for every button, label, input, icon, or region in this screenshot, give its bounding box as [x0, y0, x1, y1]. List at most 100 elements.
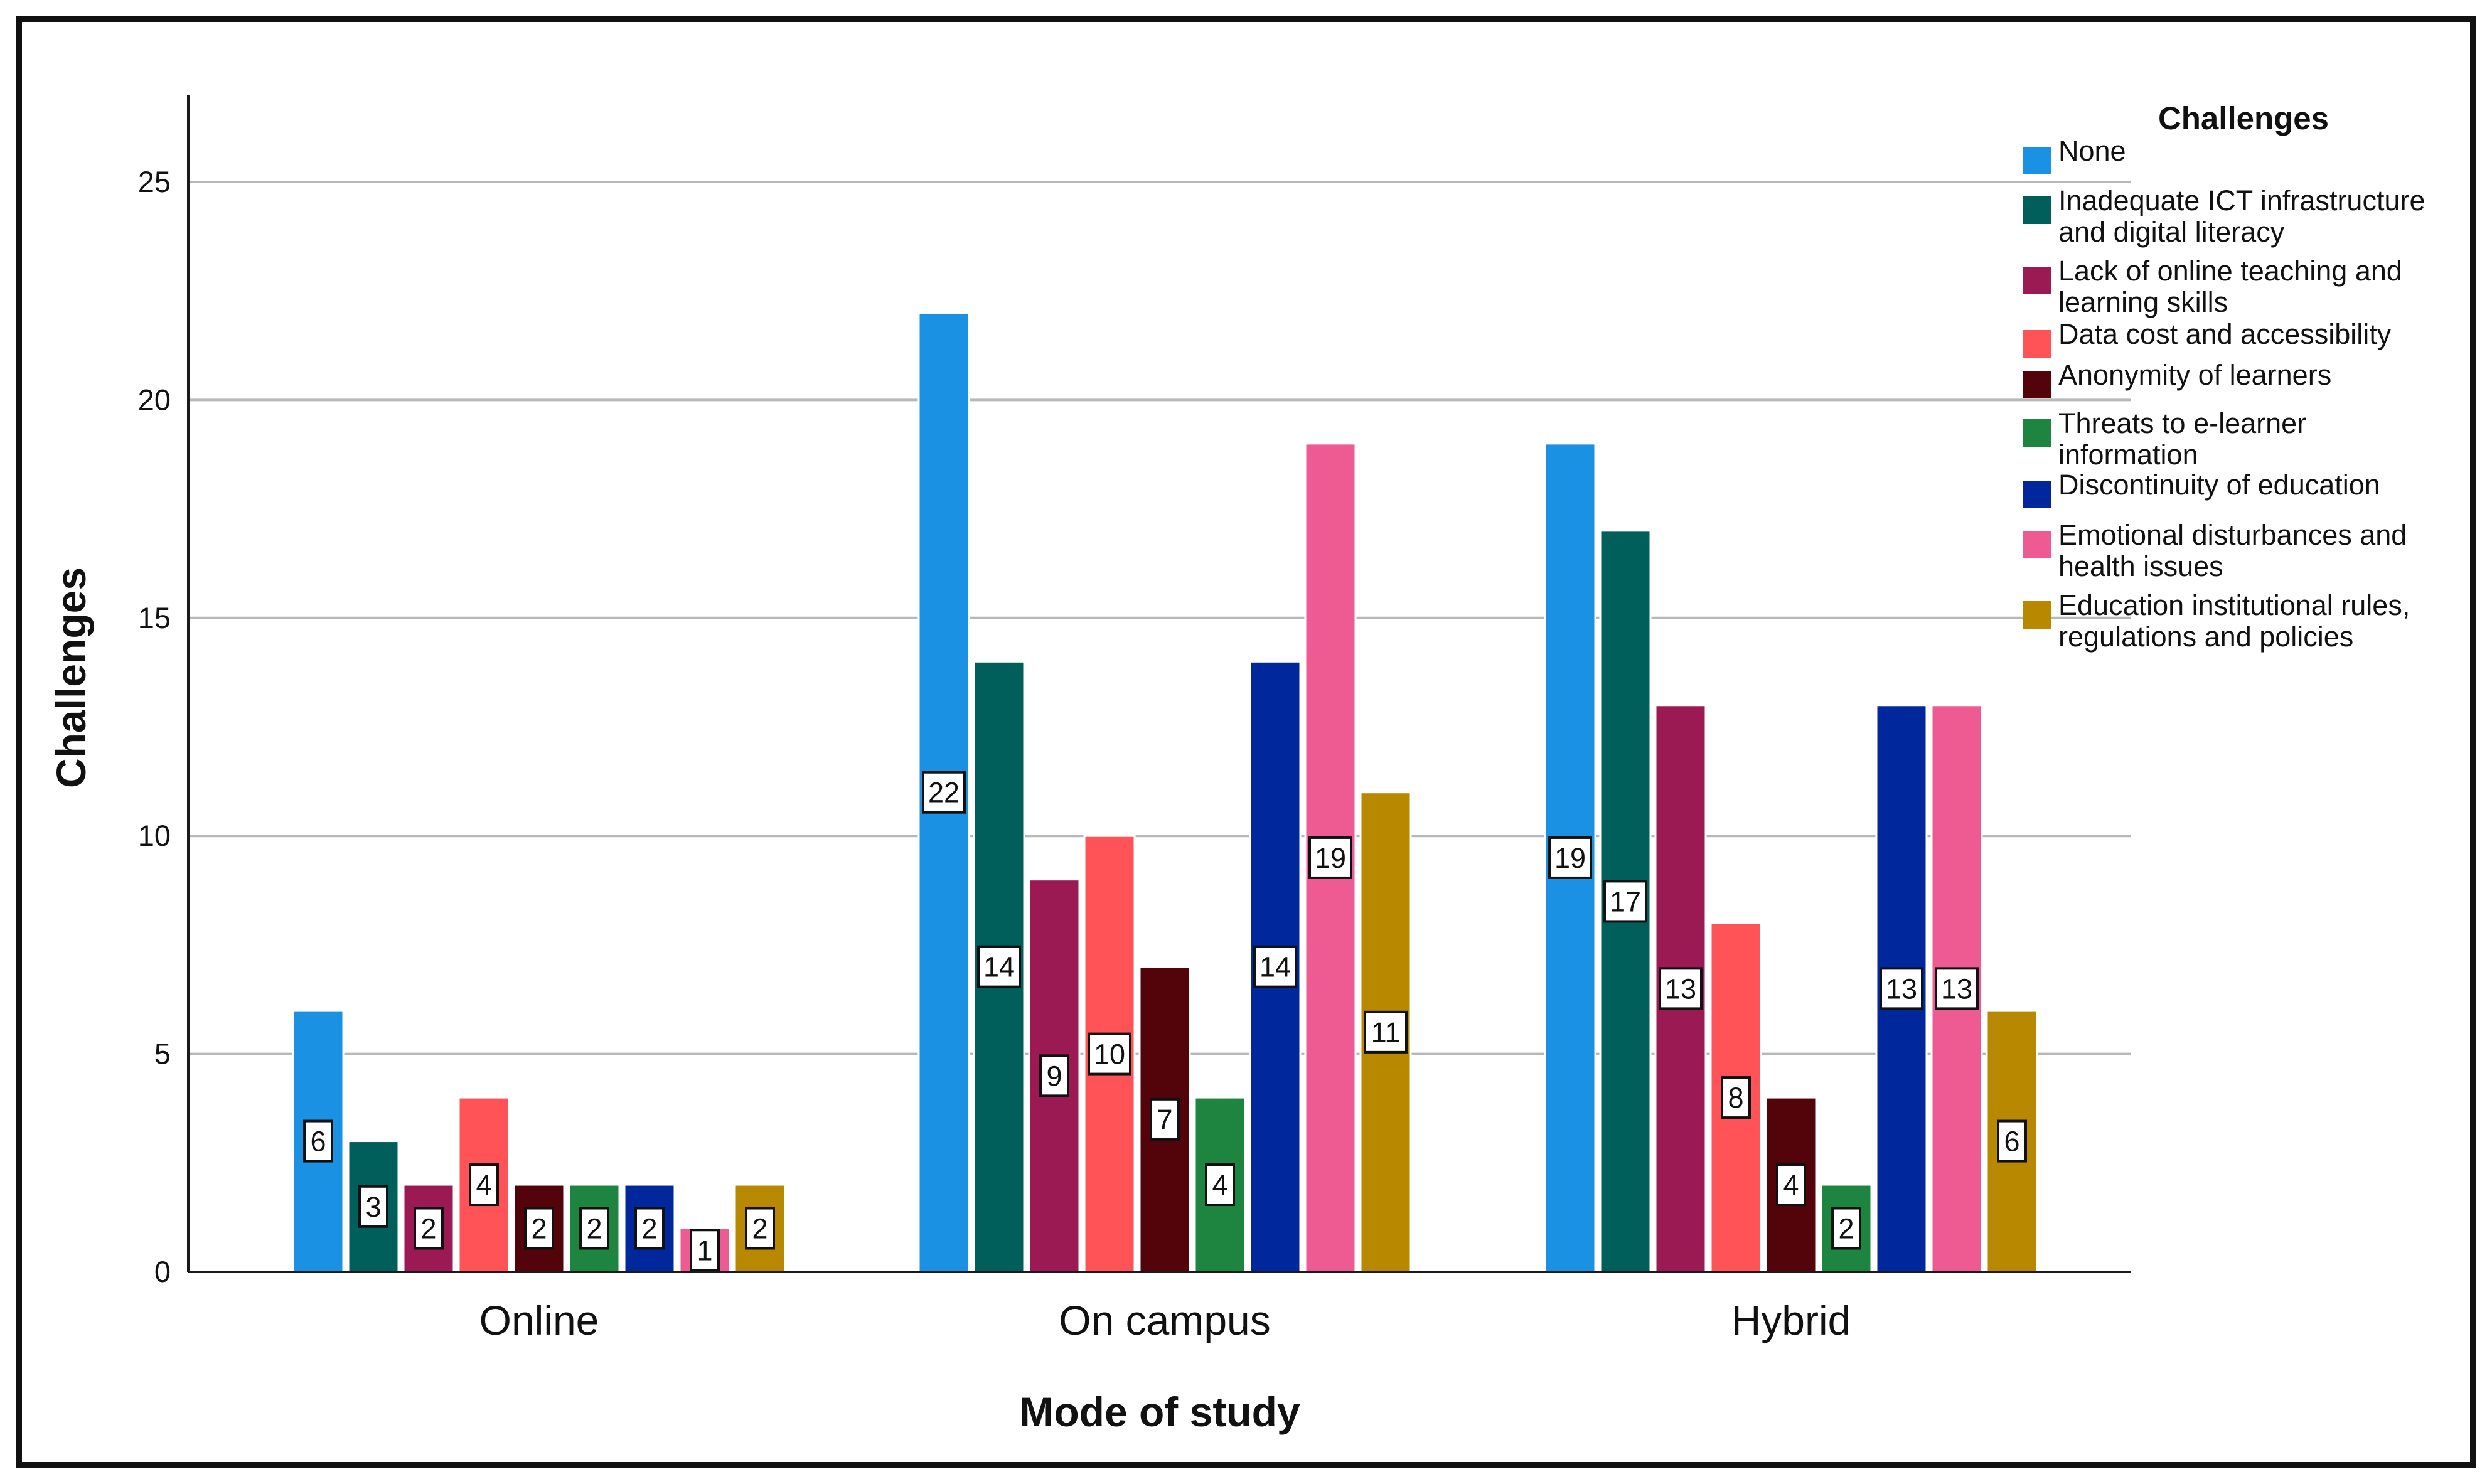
data-label-online-threats-to-e-learner-information: 2	[579, 1207, 609, 1250]
legend-title: Challenges	[2158, 100, 2329, 136]
data-label-value: 4	[1212, 1169, 1227, 1201]
data-label-hybrid-discontinuity-of-education: 13	[1880, 967, 1923, 1010]
legend-swatch	[2023, 147, 2051, 174]
data-label-on-campus-data-cost-and-accessibility: 10	[1088, 1032, 1131, 1076]
y-tick-label: 0	[154, 1255, 171, 1288]
legend-item-anonymity-of-learners: Anonymity of learners	[2023, 359, 2331, 398]
data-label-box	[1603, 880, 1647, 923]
data-label-value: 13	[1665, 973, 1696, 1005]
data-label-hybrid-none: 19	[1548, 836, 1592, 879]
data-label-online-education-institutional-rules-regulations-and-policies: 2	[745, 1207, 775, 1250]
data-label-hybrid-threats-to-e-learner-information: 2	[1831, 1207, 1861, 1250]
data-label-box	[1935, 967, 1979, 1010]
data-label-box	[524, 1207, 554, 1250]
data-label-value: 10	[1094, 1038, 1125, 1070]
legend-label-line: Emotional disturbances and	[2058, 519, 2407, 551]
data-label-value: 13	[1941, 973, 1972, 1005]
legend-item-none: None	[2023, 135, 2126, 174]
legend-swatch	[2023, 196, 2051, 224]
legend-item-education-institutional-rules-regulations-and-policies: Education institutional rules,regulation…	[2023, 589, 2410, 653]
legend-label-line: health issues	[2058, 550, 2223, 582]
axis-layer: 0 5 10 15 20 25 Online On campus Hybrid	[138, 95, 2131, 1343]
data-label-box	[1253, 945, 1297, 988]
y-tick-label: 25	[138, 165, 171, 198]
data-label-box	[414, 1207, 444, 1250]
legend-label-line: learning skills	[2058, 286, 2228, 318]
x-category-label-on-campus: On campus	[1059, 1297, 1270, 1343]
y-tick-label: 15	[138, 601, 171, 634]
x-category-label-hybrid: Hybrid	[1731, 1297, 1851, 1343]
data-label-box	[1997, 1119, 2027, 1163]
data-label-hybrid-anonymity-of-learners: 4	[1776, 1163, 1806, 1207]
data-label-online-inadequate-ict-infrastructure-and-digital-literacy: 3	[358, 1185, 388, 1228]
legend-swatch	[2023, 419, 2051, 447]
legend-swatch	[2023, 481, 2051, 508]
data-label-box	[690, 1229, 720, 1272]
data-label-box	[1364, 1010, 1408, 1054]
data-label-box	[1088, 1032, 1131, 1076]
data-label-value: 11	[1371, 1017, 1401, 1049]
x-category-label-online: Online	[479, 1297, 599, 1343]
data-label-box	[1548, 836, 1592, 879]
data-label-box	[977, 945, 1021, 988]
legend-swatch	[2023, 330, 2051, 358]
data-label-box	[922, 771, 966, 814]
data-label-box	[1776, 1163, 1806, 1207]
data-label-value: 4	[476, 1169, 491, 1201]
legend-label-line: Discontinuity of education	[2058, 469, 2380, 501]
data-label-box	[634, 1207, 665, 1250]
data-label-box	[358, 1185, 388, 1228]
data-label-box	[469, 1163, 499, 1207]
legend-swatch	[2023, 601, 2051, 629]
data-label-box	[1039, 1054, 1069, 1097]
data-label-value: 2	[752, 1213, 767, 1245]
legend-label-line: information	[2058, 439, 2198, 471]
data-label-online-anonymity-of-learners: 2	[524, 1207, 554, 1250]
data-label-box	[1205, 1163, 1235, 1207]
legend-label-line: Threats to e-learner	[2058, 407, 2306, 439]
data-label-hybrid-data-cost-and-accessibility: 8	[1721, 1076, 1751, 1119]
data-label-box	[1880, 967, 1923, 1010]
data-label-hybrid-lack-of-online-teaching-and-learning-skills: 13	[1659, 967, 1703, 1010]
legend-swatch	[2023, 267, 2051, 294]
data-label-value: 13	[1886, 973, 1917, 1005]
data-label-value: 6	[310, 1126, 326, 1158]
data-label-value: 9	[1046, 1060, 1062, 1092]
y-tick-label: 5	[154, 1037, 171, 1070]
legend-swatch	[2023, 371, 2051, 398]
data-label-value: 8	[1728, 1082, 1743, 1114]
data-label-box	[579, 1207, 609, 1250]
data-label-on-campus-anonymity-of-learners: 7	[1150, 1097, 1180, 1141]
data-label-value: 2	[531, 1213, 547, 1245]
data-label-on-campus-threats-to-e-learner-information: 4	[1205, 1163, 1235, 1207]
data-label-value: 1	[697, 1234, 712, 1266]
data-label-value: 2	[641, 1213, 657, 1245]
data-label-online-none: 6	[303, 1119, 333, 1163]
data-label-on-campus-none: 22	[922, 771, 966, 814]
data-label-value: 19	[1554, 842, 1586, 874]
data-label-online-discontinuity-of-education: 2	[634, 1207, 665, 1250]
data-label-hybrid-education-institutional-rules-regulations-and-policies: 6	[1997, 1119, 2027, 1163]
y-tick-label: 20	[138, 383, 171, 416]
data-label-value: 14	[1259, 951, 1291, 983]
data-label-on-campus-discontinuity-of-education: 14	[1253, 945, 1297, 988]
legend-label-line: Lack of online teaching and	[2058, 255, 2402, 287]
data-label-box	[303, 1119, 333, 1163]
data-label-value: 6	[2004, 1126, 2019, 1158]
data-label-value: 3	[365, 1191, 381, 1223]
data-label-hybrid-emotional-disturbances-and-health-issues: 13	[1935, 967, 1979, 1010]
legend: Challenges None Inadequate ICT infrastruc…	[2023, 100, 2425, 653]
x-axis-title: Mode of study	[1019, 1389, 1300, 1435]
data-label-value: 2	[1838, 1213, 1854, 1245]
legend-item-discontinuity-of-education: Discontinuity of education	[2023, 469, 2380, 508]
legend-label-line: None	[2058, 135, 2126, 167]
legend-label-line: Education institutional rules,	[2058, 589, 2410, 621]
y-axis-title: Challenges	[48, 567, 94, 788]
data-label-value: 14	[983, 951, 1015, 983]
data-label-on-campus-education-institutional-rules-regulations-and-policies: 11	[1364, 1010, 1408, 1054]
